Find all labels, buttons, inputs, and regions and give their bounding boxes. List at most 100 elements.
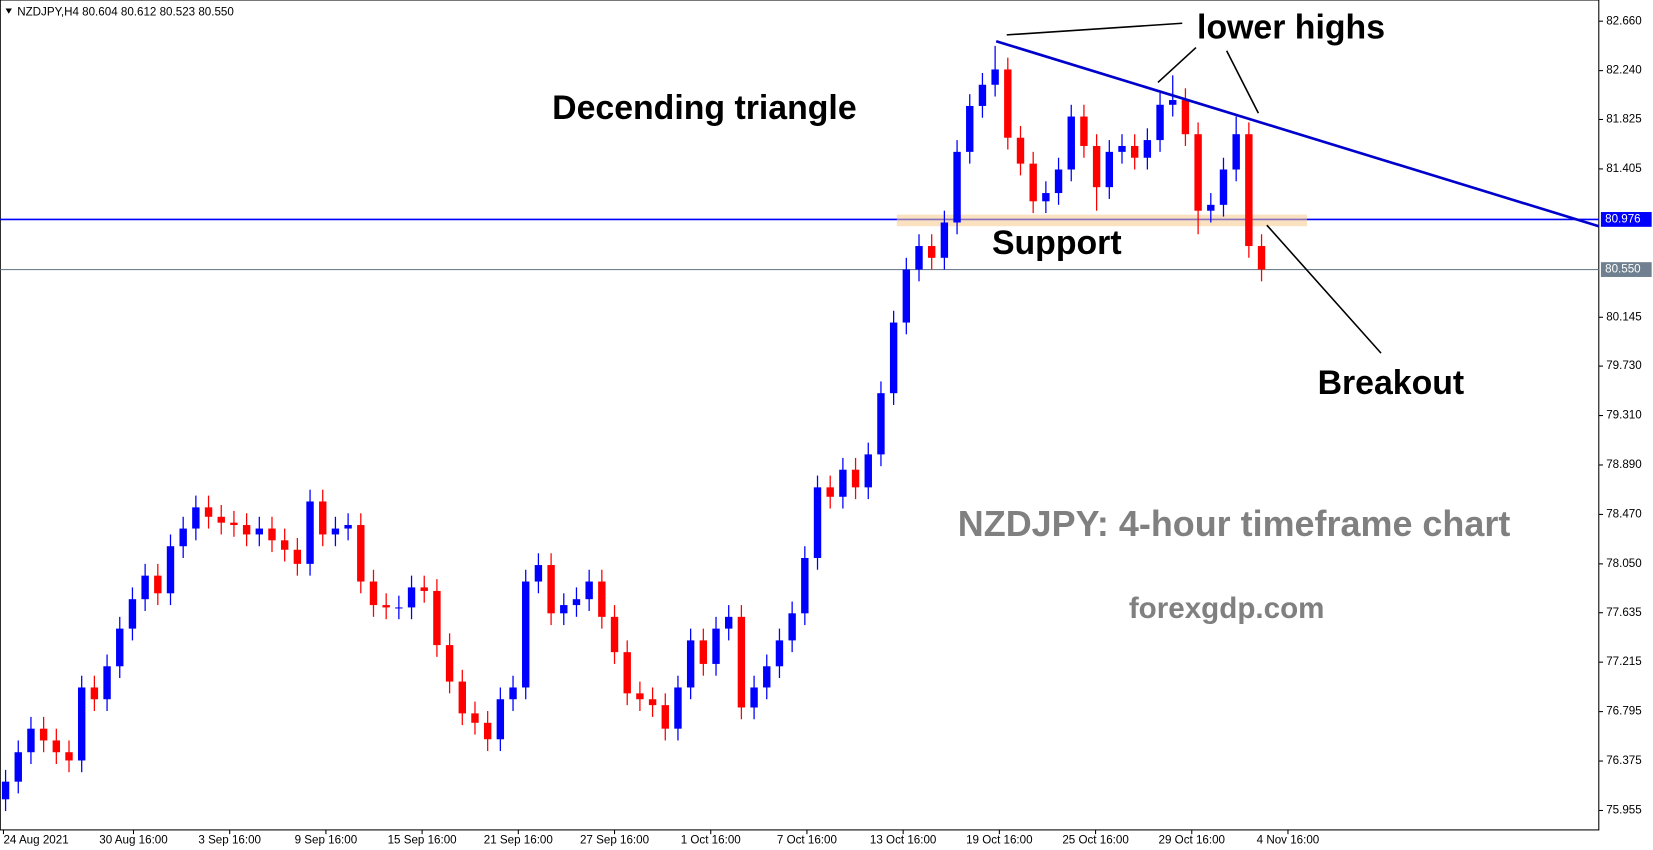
candle-body — [103, 666, 111, 700]
header-arrow — [5, 8, 12, 14]
candle-body — [1257, 246, 1266, 270]
candle-body — [471, 713, 479, 723]
candle-body — [344, 525, 352, 529]
candle-body — [699, 640, 708, 664]
candle-body — [382, 605, 390, 608]
candle-body — [547, 565, 555, 614]
y-tick-label: 77.215 — [1606, 655, 1642, 668]
y-tick-label: 78.050 — [1606, 557, 1642, 570]
candle-body — [128, 599, 137, 629]
candle-body — [1130, 145, 1139, 158]
y-tick-label: 76.375 — [1606, 754, 1642, 767]
candle-body — [623, 652, 631, 694]
candle-body — [610, 616, 619, 653]
support-zone — [896, 214, 1308, 227]
x-tick-label: 19 Oct 16:00 — [966, 834, 1032, 847]
pointer-line — [1225, 50, 1260, 114]
candle-body — [357, 525, 365, 582]
candle-body — [65, 752, 73, 761]
candle-body — [1207, 204, 1215, 211]
y-tick-label: 79.310 — [1606, 409, 1642, 422]
candle-body — [90, 687, 99, 700]
candle-body — [39, 728, 48, 741]
candle-body — [1080, 116, 1088, 146]
candle-body — [369, 581, 378, 606]
candle-body — [953, 151, 961, 223]
candle-body — [940, 222, 949, 258]
candle-body — [141, 575, 149, 600]
candle-body — [1194, 134, 1202, 211]
candle-body — [407, 587, 416, 608]
level-label: 80.976 — [1605, 212, 1641, 225]
candle-body — [674, 687, 682, 729]
candle-body — [433, 590, 441, 646]
candle-body — [1156, 104, 1164, 141]
candle-body — [217, 516, 225, 523]
candle-body — [1067, 116, 1075, 170]
level-label-box — [1600, 212, 1652, 227]
candle-body — [154, 575, 162, 594]
candle-body — [242, 525, 251, 535]
candle-body — [445, 645, 454, 682]
x-tick-label: 24 Aug 2021 — [3, 834, 68, 847]
candle-body — [686, 640, 695, 688]
candle-body — [255, 528, 264, 535]
y-tick-label: 78.890 — [1606, 458, 1642, 471]
candle-body — [522, 581, 530, 688]
y-tick-label: 77.635 — [1606, 606, 1642, 619]
candle-body — [306, 501, 314, 564]
candle-body — [1042, 193, 1050, 202]
candle-body — [420, 587, 428, 591]
y-tick-label: 82.240 — [1606, 64, 1642, 77]
candle-body — [889, 322, 898, 394]
x-tick-label: 1 Oct 16:00 — [681, 834, 741, 847]
candle-body — [725, 616, 733, 629]
candle-body — [927, 246, 936, 258]
candle-body — [864, 454, 872, 488]
candle-body — [902, 269, 911, 323]
candle-body — [1118, 145, 1126, 152]
level-label-box — [1600, 262, 1652, 277]
candle-body — [230, 522, 238, 526]
x-tick-label: 15 Sep 16:00 — [388, 834, 457, 847]
candle-body — [268, 528, 276, 541]
candle-body — [14, 752, 22, 782]
x-tick-label: 27 Sep 16:00 — [580, 834, 649, 847]
candle-body — [801, 557, 809, 614]
pointer-line — [1157, 46, 1197, 84]
candle-body — [966, 105, 974, 152]
candles — [1, 45, 1266, 812]
candle-body — [1054, 169, 1063, 194]
candle-body — [166, 546, 175, 594]
candle-body — [877, 393, 885, 455]
level-label: 80.550 — [1605, 263, 1641, 276]
candle-body — [1245, 134, 1253, 247]
candle-body — [1181, 100, 1190, 135]
candle-body — [598, 581, 606, 617]
candle-body — [1004, 69, 1012, 138]
y-tick-label: 81.405 — [1606, 162, 1642, 175]
candle-body — [826, 487, 834, 497]
y-tick-label: 81.825 — [1606, 113, 1642, 126]
candle-body — [648, 699, 657, 706]
candle-body — [534, 565, 543, 582]
candle-body — [750, 687, 758, 708]
plot-frame — [0, 0, 1600, 831]
annotation: Breakout — [1318, 364, 1465, 402]
candle-body — [116, 628, 124, 667]
candle-body — [331, 528, 340, 535]
candle-body — [636, 693, 644, 700]
candle-body — [293, 549, 302, 564]
candle-body — [1143, 140, 1152, 158]
y-tick-label: 79.730 — [1606, 359, 1642, 372]
candle-body — [319, 501, 327, 535]
candle-body — [572, 599, 581, 606]
x-tick-label: 29 Oct 16:00 — [1159, 834, 1225, 847]
x-tick-label: 4 Nov 16:00 — [1257, 834, 1320, 847]
y-tick-label: 82.660 — [1606, 14, 1642, 27]
candle-body — [1105, 151, 1114, 188]
candle-body — [1016, 137, 1025, 164]
x-tick-label: 25 Oct 16:00 — [1062, 834, 1128, 847]
candle-body — [813, 487, 822, 558]
